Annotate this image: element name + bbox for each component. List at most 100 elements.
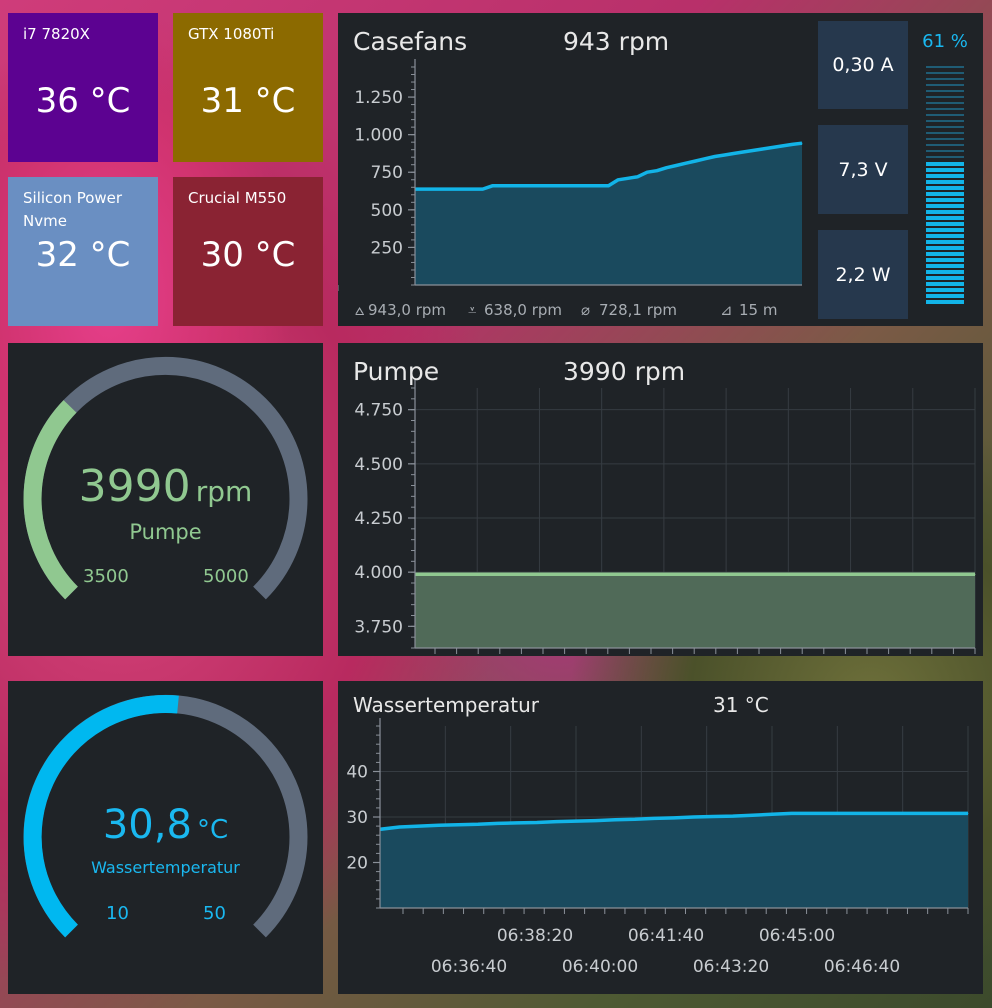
data-point: [472, 188, 474, 190]
average-icon: ⌀: [581, 301, 590, 319]
data-point: [974, 573, 976, 575]
data-point: [732, 815, 734, 817]
y-tick-label: 4.000: [354, 563, 403, 583]
water-chart-title: Wassertemperatur: [353, 693, 539, 717]
gpu-temp-tile[interactable]: GTX 1080Ti 31 °C: [173, 13, 323, 162]
data-point: [666, 167, 668, 169]
fan-level-segment: [926, 258, 964, 262]
data-point: [443, 188, 445, 190]
fan-level-segment: [926, 126, 964, 128]
water-gauge-label: Wassertemperatur: [91, 858, 240, 877]
fan-level-segment: [926, 276, 964, 280]
data-point: [712, 816, 714, 818]
water-chart-panel[interactable]: Wassertemperatur 31 °C 20 30 40 06:38:20 06…: [338, 681, 983, 994]
fan-level-segment: [926, 216, 964, 220]
fan-level-segment: [926, 78, 964, 80]
pump-chart-panel[interactable]: Pumpe 3990 rpm 3.750 4.000 4.250 4.500 4.750: [338, 343, 983, 656]
pump-gauge-fill: [23, 400, 78, 600]
data-point: [520, 185, 522, 187]
series-area: [380, 813, 968, 908]
fan-level-segment: [926, 300, 964, 304]
data-point: [530, 185, 532, 187]
fan-level-segment: [926, 132, 964, 134]
fan-level-segment: [926, 234, 964, 238]
data-point: [862, 573, 864, 575]
data-point: [433, 188, 435, 190]
data-point: [477, 823, 479, 825]
y-tick-label: 4.750: [354, 401, 403, 421]
ssd-label: Crucial M550: [188, 189, 287, 207]
fan-level-segment: [926, 294, 964, 298]
gpu-temp-value: 31 °C: [200, 81, 296, 121]
y-tick-label: 4.500: [354, 455, 403, 475]
pump-gauge-value: 3990: [78, 461, 191, 512]
data-point: [634, 818, 636, 820]
casefans-panel[interactable]: Casefans 943 rpm 250 500 750 1.000 1.250 ⩟ 9…: [338, 13, 983, 326]
current-box: 0,30 A: [818, 21, 908, 109]
data-point: [714, 155, 716, 157]
data-point: [608, 185, 609, 187]
fan-level-segment: [926, 210, 964, 214]
water-gauge-unit: °C: [197, 815, 229, 845]
pump-chart-value: 3990 rpm: [563, 357, 686, 386]
data-point: [598, 185, 600, 187]
data-point: [424, 188, 426, 190]
data-point: [575, 820, 577, 822]
fan-level-segment: [926, 222, 964, 226]
data-point: [569, 185, 571, 187]
power-box: 2,2 W: [818, 230, 908, 319]
y-tick-label: 1.250: [354, 88, 403, 108]
casefans-min-value: 638,0 rpm: [484, 301, 562, 319]
pump-chart: 3.750 4.000 4.250 4.500 4.750: [354, 380, 976, 654]
voltage-box: 7,3 V: [818, 125, 908, 214]
series-area: [415, 574, 975, 648]
ssd-temp-value: 30 °C: [200, 235, 296, 275]
water-gauge-panel[interactable]: 30,8 °C Wassertemperatur 10 50: [8, 681, 323, 994]
data-point: [617, 179, 619, 181]
y-tick-label: 1.000: [354, 126, 403, 146]
data-point: [491, 185, 493, 187]
y-tick-label: 500: [371, 201, 403, 221]
data-point: [772, 146, 774, 148]
fan-level-segment: [926, 252, 964, 256]
water-gauge-max: 50: [203, 903, 226, 924]
fan-level-segment: [926, 150, 964, 152]
fan-level-segment: [926, 198, 964, 202]
fan-level-segment: [926, 180, 964, 184]
x-tick-label: 06:41:40: [628, 926, 704, 946]
data-point: [578, 185, 580, 187]
y-tick-label: 20: [346, 854, 368, 874]
timespan-icon: ⊿: [720, 301, 733, 319]
fan-level-segment: [926, 228, 964, 232]
data-point: [762, 148, 764, 150]
y-tick-label: 250: [371, 238, 403, 258]
cpu-temp-tile[interactable]: i7 7820X 36 °C: [8, 13, 158, 162]
data-point: [947, 812, 949, 814]
casefans-chart: 250 500 750 1.000 1.250 ⩟ 943,0 rpm ⩡ 638,0 …: [338, 59, 803, 319]
pump-gauge-readout: 3990 rpm: [8, 461, 323, 512]
data-point: [810, 812, 812, 814]
x-tick-label: 06:46:40: [824, 957, 900, 977]
data-point: [549, 185, 551, 187]
fan-level-segment: [926, 66, 964, 68]
data-point: [791, 143, 793, 145]
y-tick-label: 4.250: [354, 509, 403, 529]
pump-gauge-unit: rpm: [195, 475, 253, 508]
pump-gauge-panel[interactable]: 3990 rpm Pumpe 3500 5000: [8, 343, 323, 656]
data-point: [849, 812, 851, 814]
data-point: [750, 573, 752, 575]
data-point: [482, 188, 484, 190]
casefans-span-value: 15 m: [739, 301, 777, 319]
data-point: [771, 813, 773, 815]
data-point: [782, 145, 784, 147]
y-tick-label: 30: [346, 808, 368, 828]
cpu-label: i7 7820X: [23, 25, 90, 43]
nvme-temp-tile[interactable]: Silicon Power Nvme 32 °C: [8, 177, 158, 326]
pump-chart-title: Pumpe: [353, 357, 440, 386]
data-point: [511, 185, 513, 187]
data-point: [967, 812, 969, 814]
fan-level-segment: [926, 96, 964, 98]
data-point: [806, 573, 808, 575]
x-tick-label: 06:38:20: [497, 926, 573, 946]
ssd-temp-tile[interactable]: Crucial M550 30 °C: [173, 177, 323, 326]
